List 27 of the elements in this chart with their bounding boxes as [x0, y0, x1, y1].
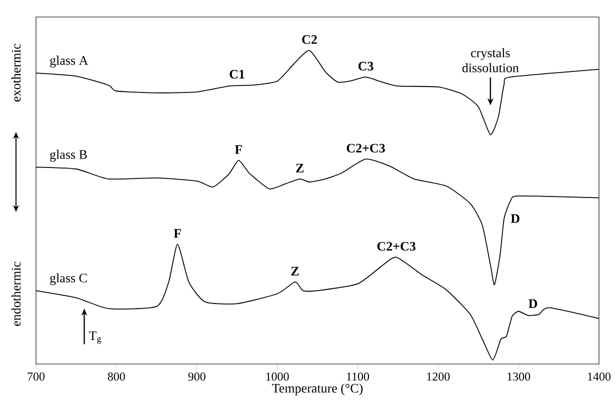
annotation: F: [234, 145, 242, 154]
annotation: C2+C3: [346, 144, 385, 153]
x-tick-label: 1200: [427, 372, 450, 381]
annotation: D: [528, 299, 538, 308]
x-tick-label: 700: [28, 372, 45, 381]
x-tick-label: 800: [108, 372, 125, 381]
series-label: glass A: [50, 56, 88, 68]
annotation: F: [174, 229, 181, 238]
text: exothermic: [11, 44, 21, 102]
x-tick-label: 1300: [508, 372, 530, 381]
series-label: glass C: [50, 273, 87, 286]
x-tick-label: 1000: [266, 372, 289, 381]
x-axis-title: Temperature (°C): [272, 384, 363, 396]
annotation: C1: [230, 70, 244, 79]
annotation: Z: [291, 266, 299, 276]
x-tick-label: 900: [188, 372, 206, 381]
text: endothermic: [11, 262, 21, 326]
annotation: crystals dissolution: [462, 48, 519, 72]
annotation: T$_{g}$: [89, 331, 102, 344]
annotation: C2+C3: [377, 242, 416, 251]
annotation: Z: [296, 164, 304, 172]
series-label: glass B: [50, 150, 87, 162]
annotation: D: [510, 214, 520, 223]
annotation: C2: [302, 35, 317, 44]
annotation: C3: [358, 62, 374, 71]
x-tick-label: 1100: [346, 372, 370, 381]
x-tick-label: 1400: [588, 372, 611, 381]
